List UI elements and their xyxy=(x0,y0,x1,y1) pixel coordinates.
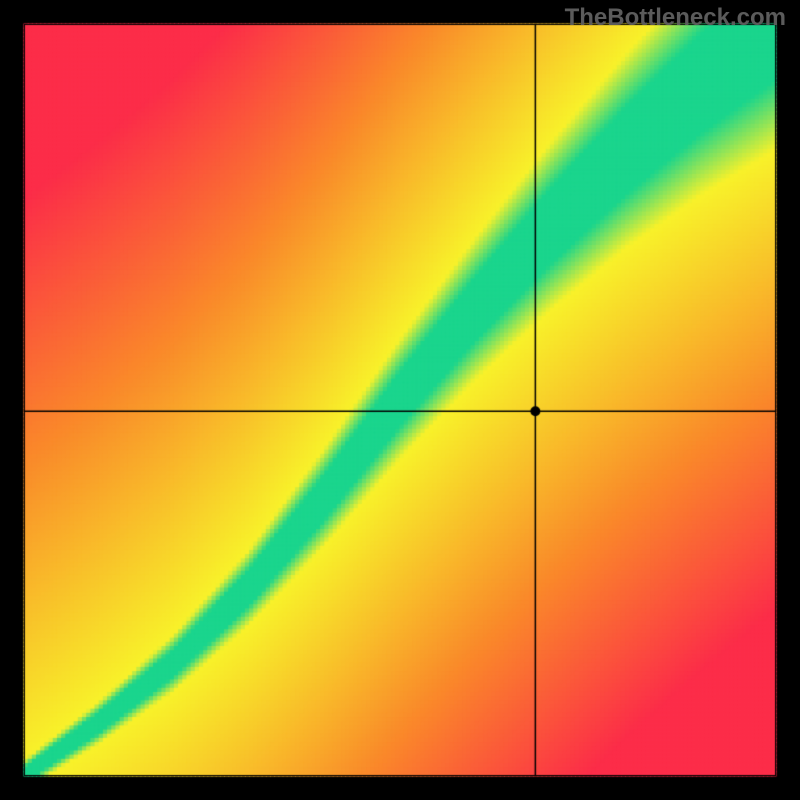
chart-container: TheBottleneck.com xyxy=(0,0,800,800)
bottleneck-heatmap xyxy=(0,0,800,800)
watermark-text: TheBottleneck.com xyxy=(565,4,786,32)
